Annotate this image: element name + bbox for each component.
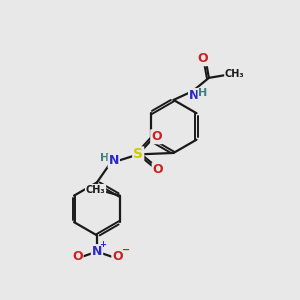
Text: O: O [197,52,208,65]
Text: O: O [72,250,83,263]
Text: CH₃: CH₃ [225,69,244,79]
Text: H: H [198,88,208,98]
Text: O: O [153,163,163,176]
Text: O: O [151,130,162,143]
Text: −: − [122,244,130,254]
Text: N: N [109,154,119,167]
Text: N: N [92,245,102,258]
Text: H: H [100,153,110,163]
Text: O: O [112,250,123,263]
Text: S: S [133,147,143,161]
Text: +: + [99,240,106,249]
Text: N: N [189,89,200,102]
Text: CH₃: CH₃ [86,185,105,195]
